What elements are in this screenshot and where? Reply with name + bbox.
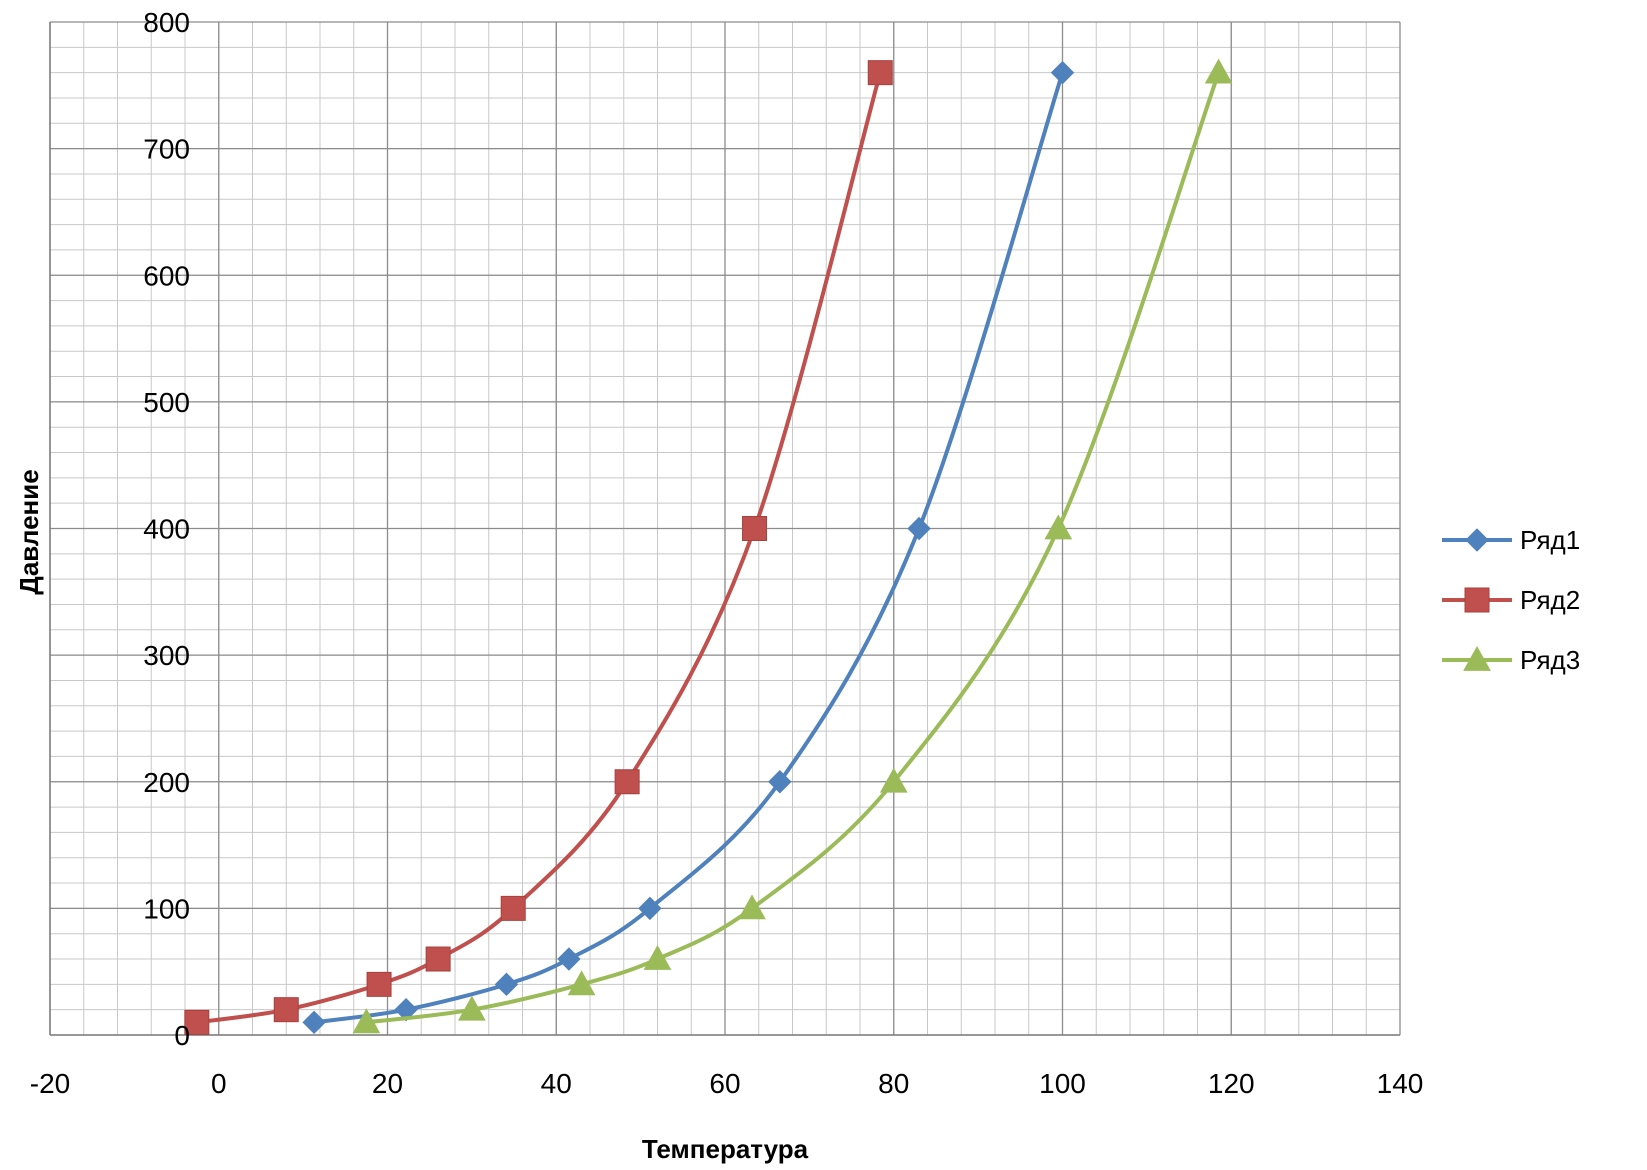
x-tick-label: -20 [30, 1068, 70, 1099]
legend-label: Ряд1 [1520, 525, 1580, 555]
data-point [352, 1008, 381, 1034]
x-tick-label: 20 [372, 1068, 403, 1099]
data-point [567, 970, 596, 996]
data-point [768, 770, 792, 794]
legend-label: Ряд2 [1520, 585, 1580, 615]
y-tick-label: 300 [143, 640, 190, 671]
y-tick-label: 400 [143, 514, 190, 545]
x-tick-label: 140 [1377, 1068, 1424, 1099]
series-layer [184, 58, 1233, 1035]
data-point [1050, 60, 1075, 85]
x-tick-label: 40 [541, 1068, 572, 1099]
legend-marker [1463, 645, 1491, 671]
data-point [557, 947, 581, 971]
data-point [1044, 514, 1073, 540]
legend-entry: Ряд2 [1442, 585, 1580, 615]
legend: Ряд1 Ряд2 Ряд3 [1442, 525, 1580, 675]
axes [49, 22, 1400, 1036]
series-line [194, 70, 883, 1025]
series-2 [184, 60, 893, 1035]
data-point [614, 769, 640, 795]
legend-label: Ряд3 [1520, 645, 1580, 675]
tick-labels: -20 0 20 40 60 80 100 120 140 0 100 200 300 400 500 600… [30, 7, 1424, 1099]
data-point [1204, 58, 1233, 84]
data-point [738, 894, 766, 920]
y-tick-label: 200 [143, 767, 190, 798]
y-tick-label: 800 [143, 7, 190, 38]
data-point [302, 1010, 326, 1035]
data-point [425, 946, 451, 972]
data-point [366, 971, 392, 997]
legend-marker [1464, 587, 1490, 613]
data-point [638, 896, 662, 921]
data-point [500, 895, 526, 921]
legend-entry: Ряд1 [1442, 525, 1580, 555]
y-tick-label: 600 [143, 260, 190, 291]
y-tick-label: 0 [174, 1020, 190, 1051]
series-line [312, 70, 1065, 1025]
data-point [643, 944, 672, 970]
data-point [494, 972, 519, 997]
x-tick-label: 100 [1039, 1068, 1086, 1099]
y-axis-title: Давление [14, 469, 44, 594]
data-point [879, 767, 908, 793]
data-point [273, 997, 299, 1023]
x-axis-title: Температура [642, 1134, 809, 1164]
data-point [742, 516, 768, 541]
x-tick-label: 80 [878, 1068, 909, 1099]
x-tick-label: 120 [1208, 1068, 1255, 1099]
series-3 [352, 58, 1233, 1034]
series-line [364, 70, 1221, 1025]
data-point [184, 1009, 210, 1035]
y-tick-label: 700 [143, 134, 190, 165]
data-point [867, 60, 893, 86]
legend-entry: Ряд3 [1442, 645, 1580, 675]
y-tick-label: 500 [143, 387, 190, 418]
x-tick-label: 0 [211, 1068, 227, 1099]
data-point [394, 997, 418, 1022]
data-point [458, 995, 486, 1021]
series-1 [302, 60, 1075, 1035]
x-tick-label: 60 [709, 1068, 740, 1099]
data-point [907, 516, 931, 541]
y-tick-label: 100 [143, 893, 190, 924]
legend-marker [1465, 528, 1489, 552]
